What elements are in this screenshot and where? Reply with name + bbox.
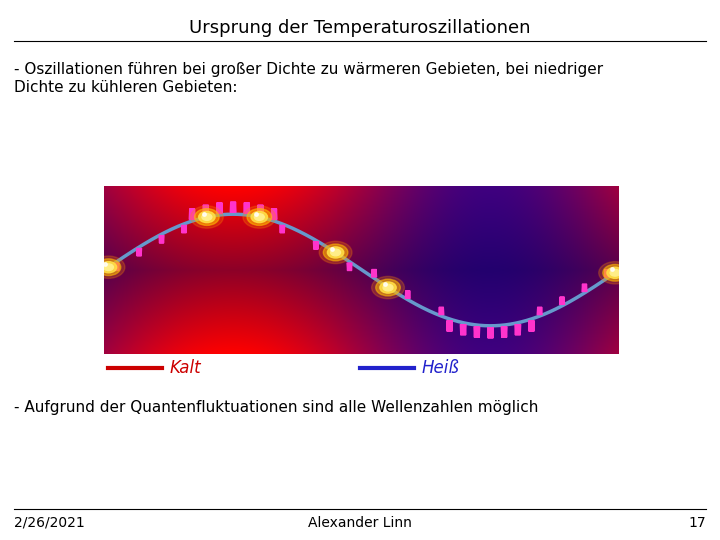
Text: Kalt: Kalt: [169, 359, 201, 377]
Circle shape: [599, 261, 631, 284]
Circle shape: [247, 208, 271, 225]
Text: 2/26/2021: 2/26/2021: [14, 516, 85, 530]
Circle shape: [603, 265, 627, 281]
Circle shape: [328, 247, 343, 258]
Text: Alexander Linn: Alexander Linn: [308, 516, 412, 530]
Circle shape: [254, 214, 264, 220]
Text: 17: 17: [688, 516, 706, 530]
Circle shape: [92, 256, 125, 279]
Circle shape: [194, 208, 219, 225]
Circle shape: [607, 267, 624, 278]
Circle shape: [372, 276, 405, 299]
Circle shape: [191, 206, 223, 228]
Circle shape: [376, 279, 400, 296]
Circle shape: [319, 241, 352, 264]
Circle shape: [383, 284, 393, 291]
Circle shape: [380, 282, 396, 293]
Text: - Oszillationen führen bei großer Dichte zu wärmeren Gebieten, bei niedriger
Dic: - Oszillationen führen bei großer Dichte…: [14, 62, 603, 94]
Text: - Aufgrund der Quantenfluktuationen sind alle Wellenzahlen möglich: - Aufgrund der Quantenfluktuationen sind…: [14, 400, 539, 415]
Circle shape: [610, 269, 620, 276]
Text: Ursprung der Temperaturoszillationen: Ursprung der Temperaturoszillationen: [189, 19, 531, 37]
Circle shape: [96, 259, 121, 275]
Circle shape: [330, 249, 341, 256]
Circle shape: [251, 212, 268, 222]
Circle shape: [199, 212, 215, 222]
Circle shape: [243, 206, 276, 228]
Circle shape: [100, 262, 117, 273]
Circle shape: [104, 264, 114, 271]
Circle shape: [323, 244, 348, 261]
Circle shape: [202, 214, 212, 220]
Text: Heiß: Heiß: [421, 359, 459, 377]
